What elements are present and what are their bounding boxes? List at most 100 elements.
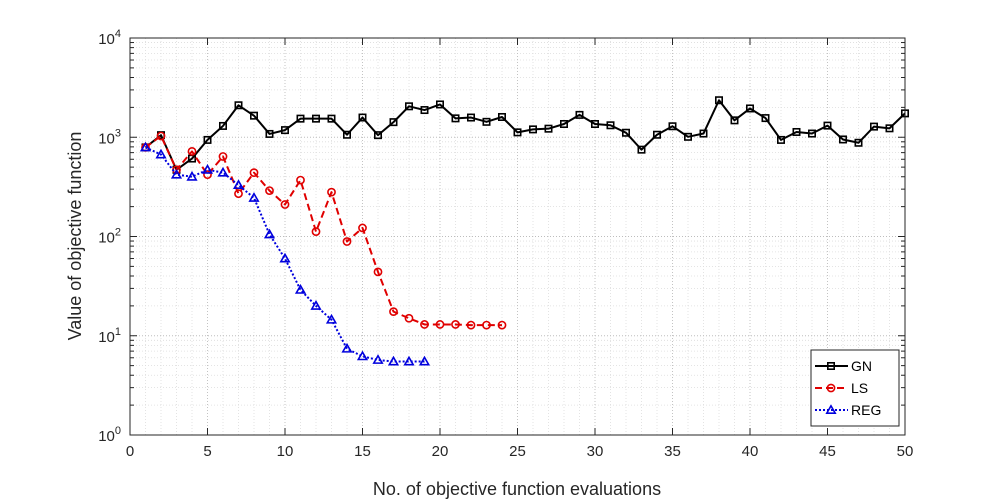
y-tick-labels: 100 101 102 103 104 xyxy=(98,28,121,445)
series-reg-point xyxy=(418,355,431,366)
series-ls-point xyxy=(311,227,321,237)
legend-marker-ls xyxy=(826,383,836,393)
series-gn-point xyxy=(327,114,336,123)
legend-marker-reg xyxy=(825,404,837,414)
series-gn-point xyxy=(838,135,847,144)
series-reg-point xyxy=(372,354,384,364)
legend-label-ls: LS xyxy=(851,380,868,396)
series-gn-point xyxy=(730,116,739,125)
series-reg-point xyxy=(310,300,322,310)
series-ls-point xyxy=(420,320,429,329)
series-ls-point xyxy=(203,170,212,180)
series-reg-point xyxy=(155,148,167,159)
series-ls-point xyxy=(482,320,491,330)
series-layer xyxy=(139,96,909,366)
series-gn-point xyxy=(575,110,584,119)
series-ls-point xyxy=(342,237,352,246)
series-reg-point xyxy=(232,179,245,189)
series-ls-point xyxy=(435,320,445,329)
x-tick-label: 45 xyxy=(819,443,836,460)
series-ls-point xyxy=(497,320,507,330)
y-tick-label: 103 xyxy=(98,127,121,147)
series-ls-point xyxy=(218,152,228,161)
series-reg-point xyxy=(248,192,260,202)
series-gn-point xyxy=(265,129,274,138)
series-gn-point xyxy=(792,127,801,136)
series-ls-point xyxy=(249,168,259,178)
series-gn-point xyxy=(823,121,832,130)
series-gn-point xyxy=(590,119,599,128)
series-gn-point xyxy=(807,129,816,138)
series-reg-point xyxy=(325,313,338,324)
series-gn-point xyxy=(342,130,351,139)
series-gn-point xyxy=(296,114,305,123)
series-reg-point xyxy=(356,350,369,361)
y-axis-label: Value of objective function xyxy=(65,132,85,341)
series-gn-point xyxy=(637,145,646,154)
series-ls-point xyxy=(187,147,197,156)
series-gn-point xyxy=(404,102,413,111)
series-gn-point xyxy=(203,135,212,144)
x-tick-label: 10 xyxy=(277,443,294,460)
series-gn-point xyxy=(528,125,537,134)
series-reg-point xyxy=(201,163,214,174)
series-gn-point xyxy=(854,138,863,147)
series-ls-point xyxy=(156,131,166,141)
x-tick-label: 15 xyxy=(354,443,371,460)
legend-marker-gn xyxy=(826,361,835,370)
y-tick-label: 100 xyxy=(98,425,121,445)
series-ls-point xyxy=(296,175,305,185)
series-ls-point xyxy=(265,186,274,196)
series-gn-point xyxy=(652,130,661,139)
series-reg-point xyxy=(387,355,400,366)
series-reg-point xyxy=(139,141,152,152)
x-tick-label: 35 xyxy=(664,443,681,460)
series-gn-point xyxy=(559,119,568,128)
series-gn-point xyxy=(280,126,289,135)
series-gn-point xyxy=(714,96,723,105)
series-gn-point xyxy=(606,121,615,130)
series-ls-point xyxy=(373,267,383,277)
series-ls-point xyxy=(451,320,460,329)
x-tick-label: 25 xyxy=(509,443,526,460)
series-gn-point xyxy=(621,128,630,137)
x-tick-label: 0 xyxy=(126,443,134,460)
series-gn-point xyxy=(250,111,259,120)
series-gn-point xyxy=(435,100,444,109)
x-tick-label: 20 xyxy=(432,443,449,460)
legend-label-gn: GN xyxy=(851,358,872,374)
series-gn-point xyxy=(497,112,506,121)
series-gn-point xyxy=(358,113,367,122)
legend-box xyxy=(810,349,900,427)
series-ls-point xyxy=(234,189,243,199)
series-reg-point xyxy=(403,355,415,366)
ticks-layer xyxy=(129,37,906,436)
series-gn-point xyxy=(683,132,692,141)
legend-label-reg: REG xyxy=(851,402,881,418)
legend-items: GN LS REG xyxy=(815,358,881,418)
series-gn-point xyxy=(451,114,460,123)
x-tick-label: 30 xyxy=(587,443,604,460)
series-gn-point xyxy=(513,128,522,137)
major-grid xyxy=(130,38,905,435)
series-gn-point xyxy=(776,135,785,144)
series-reg-point xyxy=(170,168,183,179)
series-gn-point xyxy=(234,101,243,110)
series-reg-point xyxy=(294,284,307,294)
series-ls-point xyxy=(466,320,476,330)
series-ls-point xyxy=(358,223,367,233)
series-gn-point xyxy=(885,124,894,133)
x-tick-labels: 0 5 10 15 20 25 30 35 40 45 50 xyxy=(126,443,914,460)
x-tick-label: 40 xyxy=(742,443,759,460)
series-gn-point xyxy=(373,131,382,140)
series-reg xyxy=(139,141,431,366)
series-gn-point xyxy=(311,114,320,123)
x-tick-label: 5 xyxy=(203,443,211,460)
series-ls-point xyxy=(389,307,398,317)
series-gn-point xyxy=(869,122,878,131)
legend: GN LS REG xyxy=(810,349,900,427)
y-tick-label: 101 xyxy=(98,326,121,346)
series-gn-point xyxy=(482,117,491,126)
series-gn-point xyxy=(544,124,553,133)
